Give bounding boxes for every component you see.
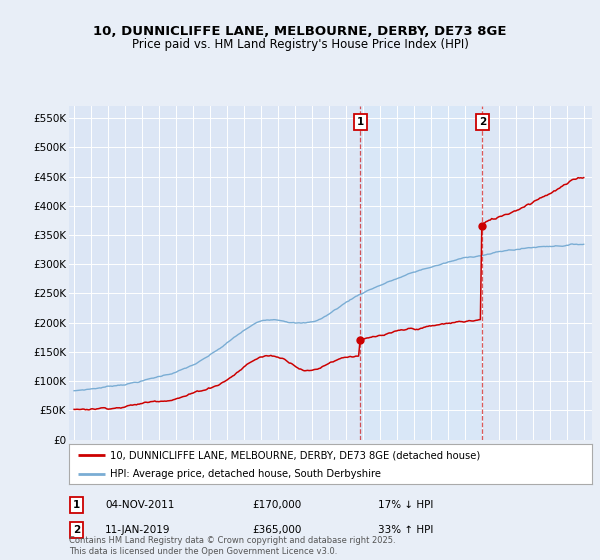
Text: Contains HM Land Registry data © Crown copyright and database right 2025.
This d: Contains HM Land Registry data © Crown c… [69, 536, 395, 556]
Text: 2: 2 [73, 525, 80, 535]
Text: 10, DUNNICLIFFE LANE, MELBOURNE, DERBY, DE73 8GE: 10, DUNNICLIFFE LANE, MELBOURNE, DERBY, … [93, 25, 507, 39]
Text: 10, DUNNICLIFFE LANE, MELBOURNE, DERBY, DE73 8GE (detached house): 10, DUNNICLIFFE LANE, MELBOURNE, DERBY, … [110, 450, 480, 460]
Text: HPI: Average price, detached house, South Derbyshire: HPI: Average price, detached house, Sout… [110, 469, 381, 479]
Text: 11-JAN-2019: 11-JAN-2019 [105, 525, 170, 535]
Bar [360, 106, 482, 440]
Text: 17% ↓ HPI: 17% ↓ HPI [378, 500, 433, 510]
Text: 04-NOV-2011: 04-NOV-2011 [105, 500, 175, 510]
Text: £170,000: £170,000 [252, 500, 301, 510]
Text: 1: 1 [356, 117, 364, 127]
Text: 2: 2 [479, 117, 486, 127]
Text: 33% ↑ HPI: 33% ↑ HPI [378, 525, 433, 535]
Text: Price paid vs. HM Land Registry's House Price Index (HPI): Price paid vs. HM Land Registry's House … [131, 38, 469, 51]
Text: 1: 1 [73, 500, 80, 510]
Text: £365,000: £365,000 [252, 525, 301, 535]
